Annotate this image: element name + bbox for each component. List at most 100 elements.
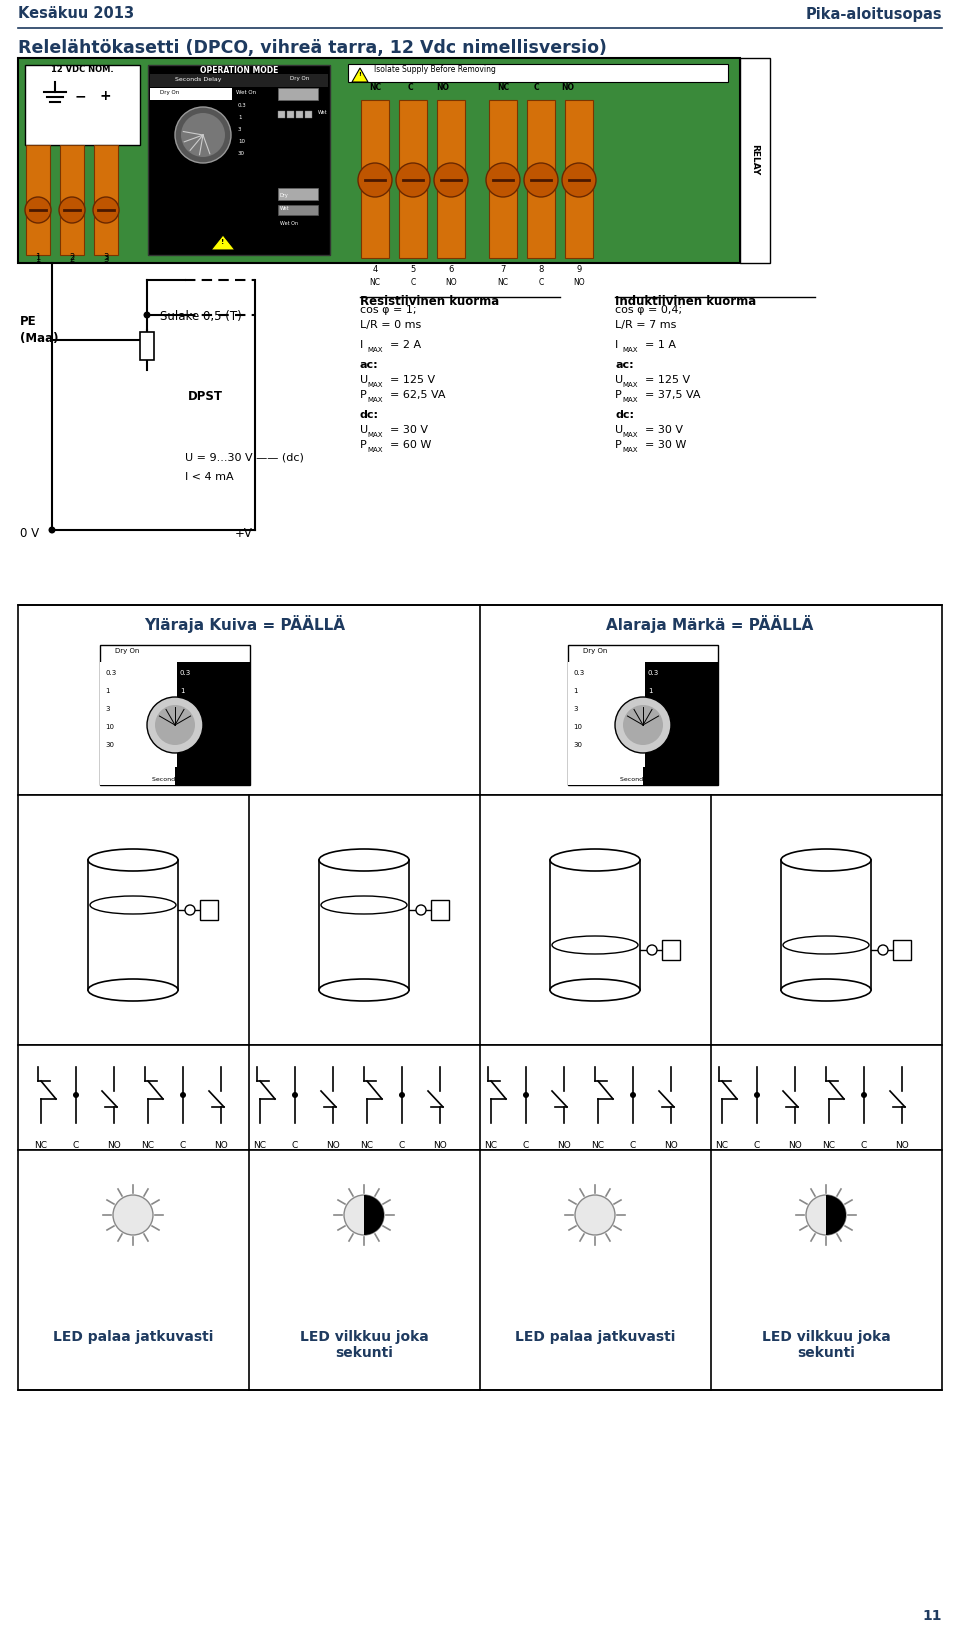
Text: I < 4 mA: I < 4 mA	[185, 473, 233, 483]
Text: 4: 4	[372, 265, 377, 273]
Text: Seconds Delay: Seconds Delay	[175, 77, 221, 82]
Text: 1: 1	[153, 115, 156, 120]
Text: U: U	[615, 425, 623, 435]
Bar	[431, 899, 449, 921]
Text: 5: 5	[410, 265, 416, 273]
Text: = 1 A: = 1 A	[645, 339, 676, 351]
Text: 0.3: 0.3	[238, 104, 247, 109]
Text: NC: NC	[369, 82, 381, 92]
Text: 30: 30	[573, 743, 582, 748]
Bar	[740, 58, 770, 264]
Text: C: C	[539, 278, 543, 287]
Text: MAX: MAX	[367, 348, 382, 352]
Text: C: C	[523, 1141, 529, 1150]
Ellipse shape	[319, 848, 409, 871]
Ellipse shape	[552, 935, 638, 954]
Ellipse shape	[319, 978, 409, 1001]
Text: PE: PE	[20, 315, 36, 328]
Circle shape	[113, 1196, 153, 1235]
Text: Wet On: Wet On	[236, 91, 256, 96]
Text: NO: NO	[326, 1141, 340, 1150]
Text: 1: 1	[36, 254, 40, 262]
Text: C: C	[73, 1141, 79, 1150]
Circle shape	[434, 163, 468, 198]
Text: 1: 1	[648, 688, 653, 693]
Text: 1: 1	[573, 688, 578, 693]
Text: 0.3: 0.3	[105, 670, 116, 675]
Text: P: P	[360, 440, 367, 450]
Text: 10: 10	[153, 138, 160, 143]
Bar	[305, 110, 312, 119]
Text: C: C	[754, 1141, 760, 1150]
Text: 2: 2	[69, 254, 75, 262]
Text: L/R = 7 ms: L/R = 7 ms	[615, 320, 677, 329]
Text: 0.3: 0.3	[153, 104, 161, 109]
Polygon shape	[352, 68, 368, 82]
Circle shape	[93, 198, 119, 222]
Bar	[18, 796, 942, 1044]
Bar	[150, 74, 328, 87]
Bar	[175, 768, 250, 786]
Text: LED palaa jatkuvasti: LED palaa jatkuvasti	[53, 1331, 213, 1344]
Text: = 2 A: = 2 A	[390, 339, 421, 351]
Text: NC: NC	[361, 1141, 373, 1150]
Text: MAX: MAX	[622, 348, 637, 352]
Text: = 60 W: = 60 W	[390, 440, 431, 450]
Text: C: C	[861, 1141, 867, 1150]
Text: MAX: MAX	[367, 432, 382, 438]
Text: C: C	[533, 82, 539, 92]
Text: NC: NC	[823, 1141, 835, 1150]
Bar	[399, 100, 427, 259]
Text: (Maa): (Maa)	[20, 333, 59, 344]
Text: cos φ = 1;: cos φ = 1;	[360, 305, 417, 315]
Text: MAX: MAX	[622, 432, 637, 438]
Text: C: C	[410, 278, 416, 287]
Text: NO: NO	[788, 1141, 802, 1150]
Bar	[278, 87, 318, 100]
Circle shape	[396, 163, 430, 198]
Text: Wet On: Wet On	[280, 221, 298, 226]
Circle shape	[806, 1196, 846, 1235]
Text: MAX: MAX	[367, 397, 382, 404]
Circle shape	[358, 163, 392, 198]
Text: MAX: MAX	[367, 446, 382, 453]
Wedge shape	[826, 1196, 846, 1235]
Text: 3: 3	[153, 127, 156, 132]
Text: U: U	[360, 425, 368, 435]
Text: 2: 2	[69, 255, 75, 264]
Circle shape	[416, 904, 426, 916]
Circle shape	[861, 1092, 867, 1099]
Text: NC: NC	[485, 1141, 497, 1150]
Bar	[568, 768, 643, 786]
Bar	[278, 110, 285, 119]
Text: Seconds Delay: Seconds Delay	[620, 777, 666, 782]
Text: 10: 10	[105, 725, 114, 730]
Text: NO: NO	[214, 1141, 228, 1150]
Text: NO: NO	[573, 278, 585, 287]
Text: = 62,5 VA: = 62,5 VA	[390, 390, 445, 400]
Text: −: −	[74, 89, 85, 104]
Text: I: I	[360, 339, 363, 351]
Text: P: P	[615, 440, 622, 450]
Text: cos φ = 0,4;: cos φ = 0,4;	[615, 305, 683, 315]
Circle shape	[147, 697, 203, 753]
Ellipse shape	[321, 896, 407, 914]
Bar	[25, 64, 140, 145]
Text: +: +	[99, 89, 110, 104]
Circle shape	[524, 163, 558, 198]
Text: Dry: Dry	[280, 193, 289, 198]
Text: Alaraja Märkä = PÄÄLLÄ: Alaraja Märkä = PÄÄLLÄ	[607, 614, 814, 632]
Text: 0.3: 0.3	[573, 670, 585, 675]
Text: NC: NC	[591, 1141, 605, 1150]
Circle shape	[25, 198, 51, 222]
Text: = 30 W: = 30 W	[645, 440, 686, 450]
Text: 9: 9	[576, 265, 582, 273]
Text: 0.3: 0.3	[180, 670, 191, 675]
Text: C: C	[292, 1141, 299, 1150]
Bar	[94, 145, 118, 255]
Text: !: !	[359, 72, 361, 77]
Bar	[489, 100, 517, 259]
Text: 30: 30	[648, 743, 657, 748]
Text: P: P	[615, 390, 622, 400]
Text: Induktiivinen kuorma: Induktiivinen kuorma	[615, 295, 756, 308]
